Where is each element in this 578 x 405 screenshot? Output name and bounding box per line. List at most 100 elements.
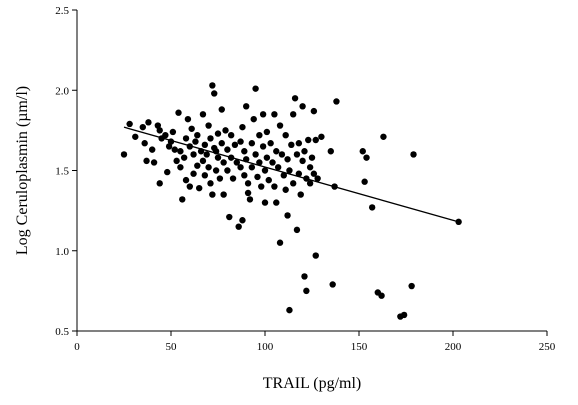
- data-point: [380, 133, 387, 140]
- data-point: [378, 292, 385, 299]
- data-point: [222, 127, 229, 134]
- data-point: [196, 184, 203, 192]
- data-point: [177, 148, 184, 155]
- data-point: [276, 122, 284, 129]
- data-point: [212, 167, 220, 174]
- data-point: [318, 133, 325, 140]
- data-point: [297, 191, 304, 198]
- data-point: [165, 143, 173, 150]
- data-point: [263, 128, 271, 136]
- data-points: [120, 82, 462, 320]
- data-point: [199, 111, 207, 118]
- data-point: [286, 306, 293, 314]
- data-point: [194, 131, 201, 139]
- data-point: [273, 199, 280, 206]
- x-tick-label: 200: [445, 341, 462, 353]
- data-point: [207, 135, 214, 142]
- data-point: [246, 196, 254, 203]
- data-point: [186, 183, 193, 190]
- data-point: [310, 170, 318, 177]
- data-point: [284, 212, 291, 219]
- data-point: [258, 183, 265, 190]
- data-point: [171, 146, 178, 153]
- data-point: [177, 164, 184, 171]
- x-tick-label: 50: [166, 341, 178, 353]
- data-point: [214, 154, 222, 161]
- data-point: [209, 82, 216, 89]
- data-point: [314, 175, 321, 182]
- data-point: [252, 85, 259, 92]
- data-point: [256, 131, 263, 139]
- x-tick-label: 0: [74, 341, 80, 353]
- data-point: [227, 131, 235, 139]
- data-point: [243, 103, 250, 110]
- data-point: [237, 138, 244, 145]
- x-tick-label: 150: [351, 341, 368, 353]
- data-point: [231, 141, 239, 149]
- data-point: [214, 130, 222, 137]
- data-point: [143, 157, 150, 165]
- trendline-group: [123, 126, 459, 223]
- data-point: [248, 140, 256, 147]
- data-point: [154, 122, 162, 129]
- data-point: [194, 162, 201, 169]
- data-point: [363, 154, 370, 161]
- data-point: [229, 175, 237, 182]
- data-point: [156, 180, 163, 187]
- data-point: [180, 154, 188, 161]
- data-point: [188, 125, 195, 132]
- data-point: [288, 141, 295, 149]
- data-point: [216, 175, 224, 182]
- data-point: [276, 239, 284, 246]
- data-point: [269, 159, 276, 166]
- data-point: [273, 148, 280, 155]
- data-point: [150, 159, 158, 166]
- data-point: [224, 167, 231, 174]
- data-point: [282, 186, 289, 193]
- data-point: [327, 148, 334, 155]
- data-point: [244, 189, 252, 197]
- data-point: [226, 213, 233, 221]
- data-point: [162, 131, 169, 139]
- data-point: [220, 159, 227, 166]
- data-point: [199, 157, 207, 165]
- data-point: [368, 204, 376, 211]
- data-point: [299, 103, 306, 110]
- data-point: [179, 196, 186, 203]
- data-point: [293, 226, 301, 234]
- data-point: [235, 223, 242, 230]
- data-point: [244, 180, 252, 187]
- data-point: [201, 172, 209, 179]
- data-point: [263, 154, 271, 161]
- data-point: [126, 120, 133, 128]
- data-point: [361, 178, 368, 185]
- data-point: [312, 252, 319, 259]
- data-point: [252, 151, 259, 158]
- data-point: [201, 141, 209, 149]
- data-point: [329, 281, 336, 288]
- data-point: [410, 151, 417, 158]
- data-point: [182, 135, 190, 142]
- data-point: [308, 154, 316, 161]
- data-point: [211, 90, 218, 97]
- data-point: [400, 311, 408, 319]
- ticks: 0 50 100 150 200 250 0.5 1.0 1.5 2.0 2.5: [55, 5, 556, 353]
- data-point: [290, 111, 297, 118]
- data-point: [261, 167, 269, 174]
- data-point: [205, 164, 212, 171]
- data-point: [290, 180, 297, 187]
- y-tick-label: 1.5: [55, 166, 69, 178]
- data-point: [305, 136, 312, 144]
- data-point: [220, 191, 227, 198]
- data-point: [256, 159, 263, 166]
- data-point: [139, 123, 146, 131]
- trendline: [123, 126, 459, 223]
- data-point: [149, 146, 156, 153]
- x-tick-label: 250: [539, 341, 556, 353]
- y-tick-label: 2.0: [55, 85, 69, 97]
- data-point: [265, 176, 272, 184]
- data-point: [203, 151, 210, 158]
- data-point: [239, 123, 246, 131]
- data-point: [156, 127, 163, 134]
